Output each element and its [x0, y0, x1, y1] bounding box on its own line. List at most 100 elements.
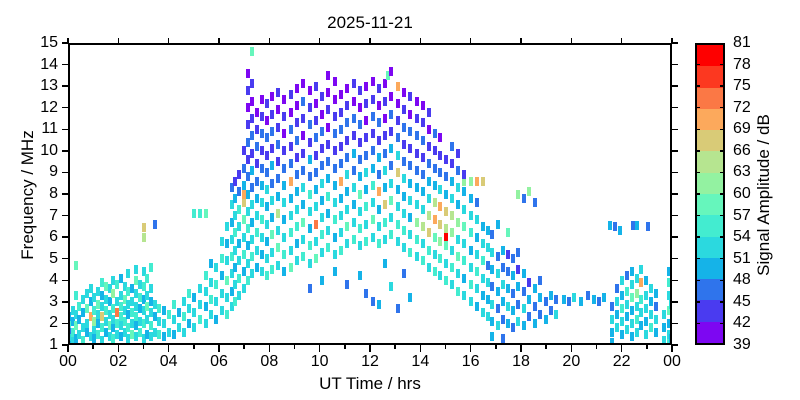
data-point	[364, 116, 369, 126]
data-point	[103, 327, 108, 337]
colorbar-boundary-tick	[695, 150, 700, 152]
data-point	[511, 288, 516, 298]
data-point	[408, 230, 413, 240]
data-point	[486, 277, 491, 287]
data-point	[126, 269, 131, 279]
data-point	[345, 101, 350, 111]
data-point	[614, 284, 619, 294]
y-tick-label: 2	[49, 314, 58, 332]
data-point	[73, 290, 78, 300]
colorbar-tick-label: 60	[733, 185, 751, 202]
data-point	[288, 228, 293, 238]
data-point	[276, 174, 281, 184]
data-point	[537, 293, 542, 303]
data-point	[288, 142, 293, 152]
y-tick-right	[672, 42, 678, 44]
data-point	[474, 249, 479, 259]
data-point	[156, 329, 161, 339]
data-point	[295, 135, 300, 145]
data-point	[237, 187, 242, 197]
data-point	[427, 159, 432, 169]
data-point	[233, 262, 238, 272]
data-point	[433, 198, 438, 208]
data-point	[111, 303, 116, 313]
x-tick-label: 00	[59, 353, 77, 370]
data-point	[307, 137, 312, 147]
y-tick-label: 3	[49, 292, 58, 310]
data-point	[414, 114, 419, 123]
data-point	[427, 176, 432, 186]
data-point	[145, 290, 150, 300]
data-point	[301, 114, 306, 123]
data-point	[443, 258, 448, 268]
data-point	[561, 295, 566, 305]
data-point	[88, 312, 93, 322]
data-point	[468, 176, 473, 186]
x-major-tick-top	[167, 38, 170, 43]
data-point	[629, 318, 634, 328]
data-point	[254, 124, 259, 134]
data-point	[668, 334, 670, 343]
data-point	[111, 334, 116, 343]
data-point	[667, 318, 670, 328]
data-point	[181, 327, 186, 337]
data-point	[462, 187, 467, 197]
data-point	[511, 254, 516, 264]
data-point	[313, 133, 318, 143]
data-point	[481, 239, 486, 249]
data-point	[433, 232, 438, 242]
data-point	[320, 195, 325, 205]
data-point	[242, 163, 247, 173]
data-point	[516, 316, 521, 326]
data-point	[624, 271, 629, 281]
data-point	[449, 280, 454, 290]
data-point	[186, 303, 191, 313]
data-point	[137, 327, 142, 337]
data-point	[401, 139, 406, 149]
colorbar-boundary-tick	[720, 150, 725, 152]
data-point	[295, 221, 300, 231]
y-tick	[62, 171, 68, 174]
data-point	[229, 269, 234, 279]
data-point	[433, 146, 438, 156]
data-point	[638, 308, 643, 318]
data-point	[481, 176, 486, 186]
data-point	[339, 228, 344, 238]
x-tick-label: 22	[612, 353, 631, 370]
data-point	[496, 303, 501, 313]
data-point	[427, 107, 432, 117]
data-point	[634, 220, 639, 230]
data-point	[638, 321, 643, 331]
data-point	[288, 262, 293, 272]
x-major-tick	[369, 345, 371, 352]
data-point	[264, 271, 269, 281]
data-point	[204, 271, 209, 281]
x-tick-label: 08	[260, 353, 279, 370]
data-point	[345, 221, 350, 231]
data-point	[326, 88, 331, 98]
data-point	[245, 154, 250, 164]
data-point	[474, 301, 479, 311]
data-point	[389, 230, 394, 240]
data-point	[233, 193, 238, 203]
x-minor-tick	[495, 345, 497, 349]
data-point	[137, 303, 142, 313]
y-tick-label: 13	[40, 77, 58, 95]
data-point	[320, 92, 325, 102]
x-axis-label: UT Time / hrs	[319, 374, 421, 393]
x-major-tick	[167, 345, 170, 352]
x-major-tick-top	[419, 38, 422, 43]
data-point	[133, 312, 138, 322]
data-point	[462, 239, 467, 249]
data-point	[249, 131, 254, 141]
data-point	[370, 146, 375, 156]
x-major-tick-top	[67, 38, 69, 43]
data-point	[115, 308, 120, 318]
data-point	[254, 262, 259, 272]
y-tick-label: 6	[49, 228, 58, 246]
data-point	[269, 178, 274, 188]
data-point	[242, 189, 247, 199]
data-point	[486, 243, 491, 253]
x-major-tick	[268, 345, 271, 352]
data-point	[166, 310, 171, 320]
